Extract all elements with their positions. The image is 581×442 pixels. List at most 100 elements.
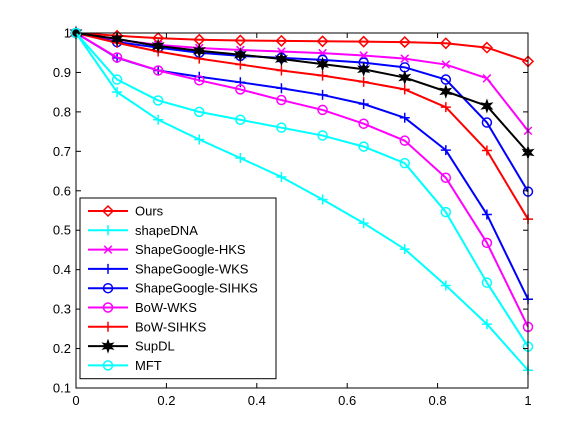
legend-item-6: BoW-SIHKS (88, 319, 207, 334)
series-line-5 (75, 32, 529, 328)
legend-item-2: ShapeGoogle-HKS (88, 242, 246, 257)
legend-label-2: ShapeGoogle-HKS (135, 242, 246, 257)
data-point-1-10 (481, 319, 492, 330)
legend-item-5: BoW-WKS (88, 300, 197, 315)
legend-label-4: ShapeGoogle-SIHKS (135, 281, 258, 296)
y-tick-label-2: 0.3 (53, 302, 71, 317)
legend-marker-7 (101, 338, 115, 354)
x-tick-label-0: 0 (72, 393, 79, 408)
data-point-1-7 (358, 218, 369, 229)
y-tick-label-3: 0.4 (53, 262, 71, 277)
legend-marker-2 (103, 245, 113, 254)
data-point-6-9 (440, 102, 451, 113)
y-tick-label-7: 0.8 (53, 104, 71, 119)
data-point-1-5 (276, 171, 287, 182)
data-point-8-2 (152, 95, 164, 106)
data-point-3-9 (440, 145, 451, 156)
series-layer (69, 25, 535, 376)
data-point-8-8 (399, 157, 410, 169)
data-point-2-9 (441, 60, 451, 69)
data-point-1-6 (317, 194, 328, 205)
series-line-8 (75, 32, 529, 348)
data-point-0-10 (480, 41, 493, 54)
series-line-7 (75, 32, 529, 154)
series-line-1 (75, 32, 529, 371)
axes-layer: 0 0.2 0.4 0.6 0.8 1 0.1 0.2 0.3 0.4 0.5 0.6 0.7 0.8 0.… (53, 26, 532, 409)
data-point-7-10 (480, 98, 494, 114)
data-point-0-6 (316, 35, 329, 48)
data-point-5-6 (317, 104, 328, 116)
data-point-8-9 (440, 206, 452, 218)
y-tick-label-4: 0.5 (53, 223, 71, 238)
data-point-3-7 (358, 99, 369, 109)
data-point-5-7 (358, 118, 369, 129)
data-point-3-6 (317, 89, 328, 100)
y-tick-label-1: 0.2 (53, 341, 71, 356)
legend-marker-1 (103, 225, 113, 236)
data-point-1-2 (153, 114, 164, 125)
legend-item-3: ShapeGoogle-WKS (88, 261, 249, 276)
data-point-8-5 (276, 122, 287, 133)
data-point-5-10 (481, 237, 493, 249)
series-line-6 (75, 32, 529, 220)
data-point-6-8 (399, 84, 410, 95)
y-tick-label-6: 0.7 (53, 144, 71, 159)
legend-item-8: MFT (88, 358, 162, 373)
legend-item-1: shapeDNA (88, 223, 198, 238)
data-point-3-5 (276, 83, 287, 94)
data-point-0-5 (275, 34, 288, 47)
data-point-7-4 (233, 47, 247, 63)
legend-marker-3 (103, 263, 113, 274)
legend-item-7: SupDL (88, 338, 175, 354)
data-point-1-8 (399, 244, 410, 255)
y-tick-label-5: 0.6 (53, 183, 71, 198)
data-point-8-10 (481, 277, 493, 288)
data-point-1-1 (112, 87, 123, 98)
x-tick-label-1: 0.2 (157, 393, 175, 408)
x-tick-label-4: 0.8 (429, 393, 447, 408)
data-point-6-6 (317, 70, 328, 81)
data-point-5-4 (235, 84, 246, 95)
legend: Ours shapeDNA ShapeGoogle-HKS ShapeGoogle-W… (79, 197, 277, 380)
data-point-5-5 (276, 94, 287, 106)
series-line-0 (75, 32, 529, 63)
y-tick-label-0: 0.1 (53, 381, 71, 396)
data-point-0-9 (439, 37, 452, 50)
data-point-5-1 (111, 52, 123, 63)
axes-box (75, 32, 529, 389)
data-point-5-2 (152, 65, 164, 76)
data-point-8-1 (111, 74, 123, 85)
data-point-7-5 (274, 51, 288, 67)
legend-label-0: Ours (135, 204, 164, 219)
data-point-2-10 (482, 74, 492, 83)
series-0 (69, 26, 535, 68)
data-point-1-4 (235, 153, 246, 164)
data-point-7-1 (110, 31, 124, 47)
y-tick-label-8: 0.9 (53, 65, 71, 80)
legend-item-0: Ours (88, 204, 164, 219)
data-point-3-10 (481, 209, 492, 220)
legend-marker-4 (102, 282, 114, 294)
data-point-0-4 (234, 34, 247, 47)
data-point-5-3 (194, 75, 205, 86)
data-point-2-8 (400, 54, 410, 63)
data-point-5-8 (399, 135, 410, 146)
series-7 (69, 25, 535, 161)
data-point-8-6 (317, 130, 328, 141)
data-point-0-8 (398, 36, 411, 49)
data-point-7-6 (316, 56, 330, 72)
data-point-3-8 (399, 112, 410, 123)
data-point-8-7 (358, 141, 369, 152)
legend-marker-6 (103, 321, 113, 332)
data-point-6-5 (276, 65, 287, 76)
data-point-8-3 (194, 106, 205, 118)
legend-item-4: ShapeGoogle-SIHKS (88, 281, 258, 296)
data-point-6-7 (358, 76, 369, 87)
legend-marker-0 (101, 204, 115, 218)
series-line-4 (75, 32, 529, 193)
data-point-0-7 (357, 35, 370, 48)
legend-label-6: BoW-SIHKS (135, 319, 207, 334)
x-tick-label-3: 0.6 (338, 393, 356, 408)
